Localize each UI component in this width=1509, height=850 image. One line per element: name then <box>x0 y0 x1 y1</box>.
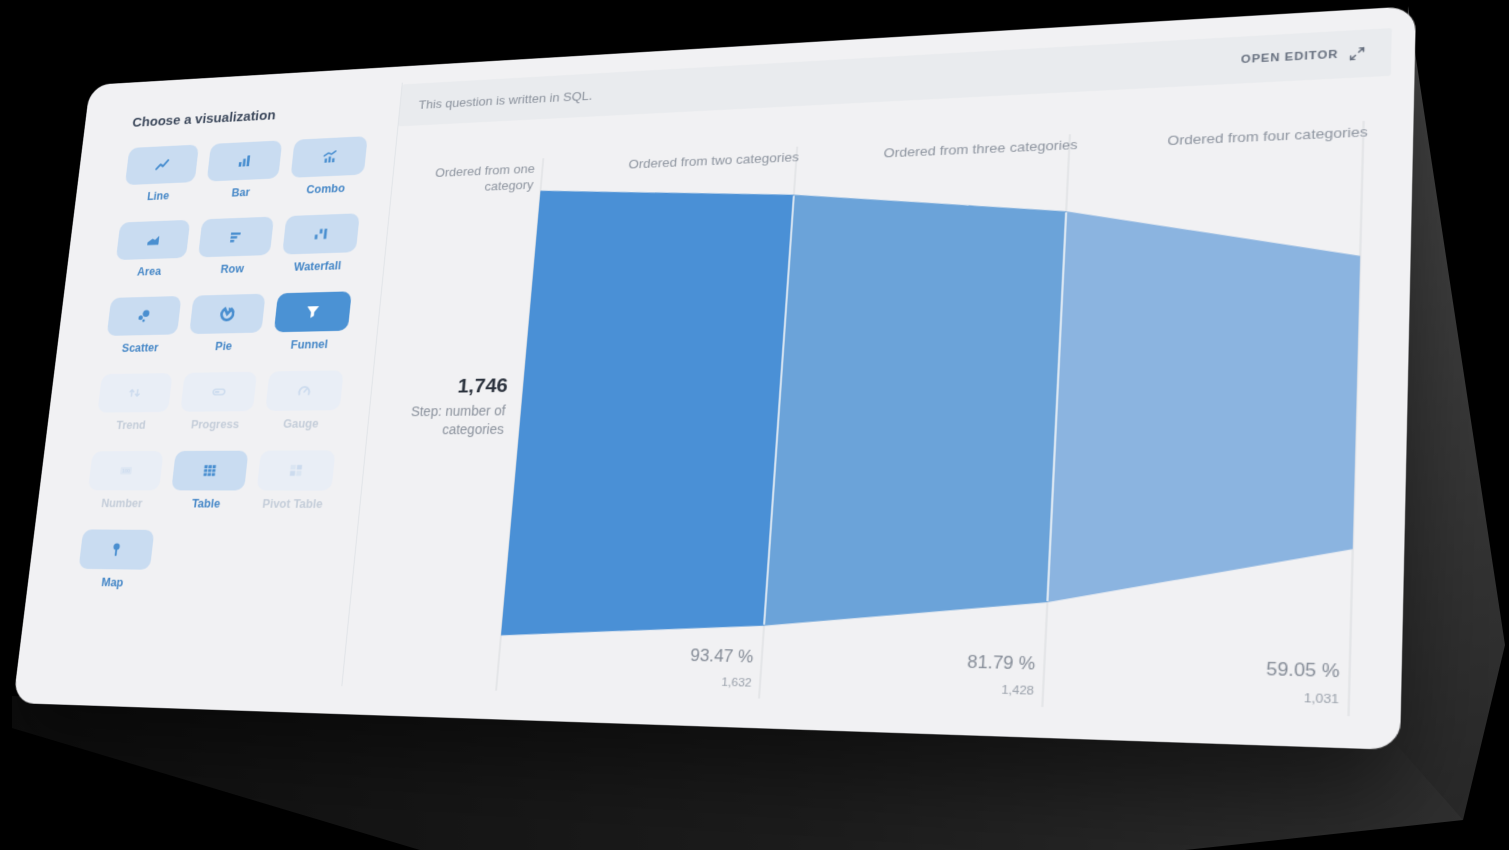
viz-option-row: Row <box>194 216 274 296</box>
bar-chart-button[interactable] <box>206 140 283 182</box>
scatter-chart-icon <box>138 309 150 322</box>
funnel-segment-2[interactable] <box>764 184 1068 632</box>
viz-label: Waterfall <box>293 259 342 274</box>
top-band: This question is written in SQL. OPEN ED… <box>398 28 1392 127</box>
open-editor-label: OPEN EDITOR <box>1240 48 1339 67</box>
viz-option-funnel: Funnel <box>270 291 352 371</box>
area-chart-icon <box>146 235 159 246</box>
svg-text:100: 100 <box>121 469 130 475</box>
viz-label: Scatter <box>121 341 160 355</box>
expand-icon <box>1349 46 1366 61</box>
viz-option-progress: Progress <box>176 371 258 451</box>
pie-chart-icon <box>219 306 235 321</box>
viz-option-bar: Bar <box>202 140 283 219</box>
viz-label: Map <box>100 575 125 590</box>
viz-option-line: Line <box>120 144 199 223</box>
pie-chart-button[interactable] <box>189 293 266 335</box>
trend-icon <box>127 385 143 400</box>
combo-chart-button[interactable] <box>290 136 368 178</box>
area-chart-button[interactable] <box>115 219 191 261</box>
combo-chart-icon <box>321 149 338 163</box>
viz-label: Table <box>191 497 221 511</box>
viz-label: Gauge <box>282 417 320 431</box>
viz-label: Combo <box>305 181 346 197</box>
viz-option-pie: Pie <box>185 293 266 373</box>
map-pin-icon <box>108 543 121 557</box>
viz-option-table: Table <box>167 450 249 531</box>
funnel-first-step-value: 1,746 <box>456 374 509 398</box>
funnel-chart <box>341 110 1414 727</box>
funnel-step-header-1: Ordered from one category <box>434 161 536 194</box>
funnel-first-step-block: 1,746 Step: number of categories <box>316 374 509 439</box>
row-chart-icon <box>230 232 241 243</box>
bar-chart-icon <box>238 155 251 167</box>
viz-option-number: 100 Number <box>83 451 164 530</box>
line-chart-icon <box>154 157 170 172</box>
progress-button[interactable] <box>180 371 258 412</box>
viz-label: Bar <box>231 185 251 200</box>
progress-icon <box>210 384 227 399</box>
pivot-table-icon <box>289 464 303 476</box>
table-button[interactable] <box>171 450 249 491</box>
visualization-grid: Line Bar Combo Area <box>74 136 372 613</box>
map-pin-button[interactable] <box>78 529 155 570</box>
pivot-table-button[interactable] <box>256 450 336 491</box>
viz-label: Pie <box>214 339 233 353</box>
funnel-step-caption: Step: number of categories <box>410 402 507 438</box>
viz-option-combo: Combo <box>286 136 368 216</box>
waterfall-chart-button[interactable] <box>282 213 360 255</box>
open-editor-button[interactable]: OPEN EDITOR <box>1238 42 1368 72</box>
number-button[interactable]: 100 <box>87 451 164 491</box>
gauge-icon <box>296 383 312 398</box>
number-icon: 100 <box>119 466 132 475</box>
viz-label: Row <box>220 262 245 276</box>
funnel-percent-1: 93.47 % <box>689 646 755 667</box>
viz-label: Pivot Table <box>261 497 324 511</box>
row-chart-button[interactable] <box>197 216 274 258</box>
viz-option-map: Map <box>74 529 155 609</box>
viz-label: Area <box>136 264 162 279</box>
funnel-segment-1[interactable] <box>500 180 795 642</box>
viz-option-trend: Trend <box>93 373 173 451</box>
trend-button[interactable] <box>97 373 173 413</box>
viz-option-pivot-table: Pivot Table <box>252 450 336 531</box>
viz-option-area: Area <box>111 219 191 298</box>
waterfall-chart-icon <box>314 228 328 240</box>
funnel-chart-button[interactable] <box>273 291 352 333</box>
viz-option-waterfall: Waterfall <box>278 213 360 293</box>
viz-label: Trend <box>115 418 147 432</box>
app-window: Choose a visualization Line Bar Combo <box>12 6 1417 751</box>
viz-label: Number <box>100 496 144 511</box>
table-icon <box>203 465 217 476</box>
funnel-segment-3[interactable] <box>1047 200 1362 608</box>
viz-label: Line <box>146 189 170 203</box>
sidebar-title: Choose a visualization <box>131 107 277 131</box>
viz-option-scatter: Scatter <box>102 295 182 374</box>
sql-notice: This question is written in SQL. <box>418 87 594 112</box>
scatter-chart-button[interactable] <box>106 295 182 336</box>
line-chart-button[interactable] <box>124 144 199 186</box>
funnel-chart-icon <box>306 306 320 319</box>
viz-label: Funnel <box>290 337 329 352</box>
viz-label: Progress <box>190 417 240 432</box>
